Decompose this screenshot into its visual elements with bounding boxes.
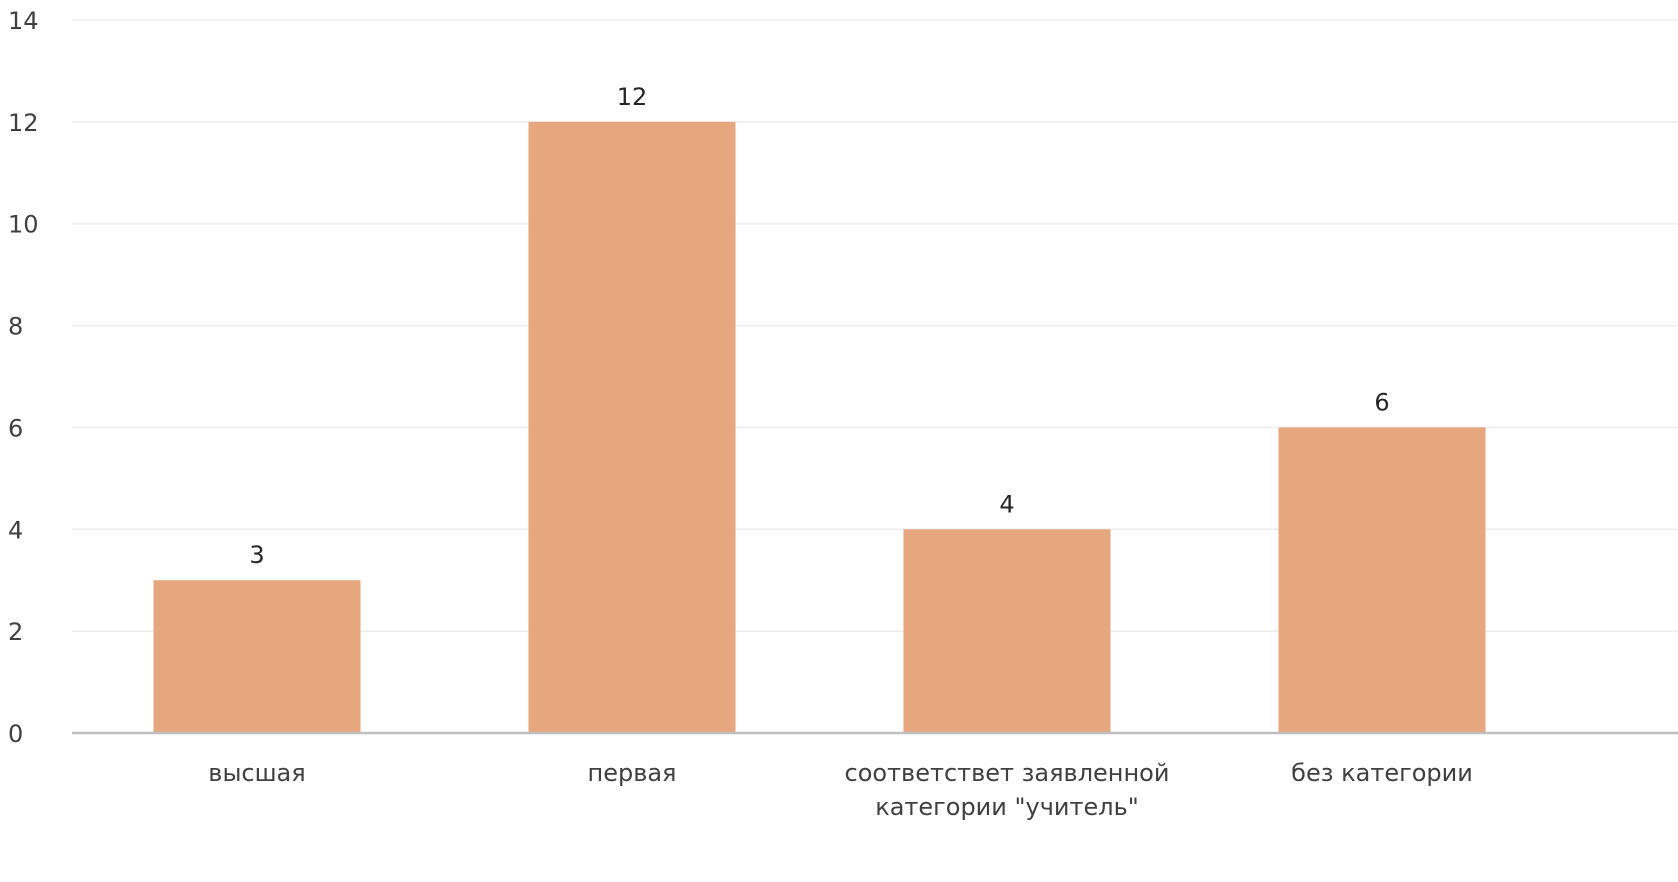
data-labels: 3 12 4 6 [249,83,1389,569]
y-tick-label: 6 [8,414,23,442]
y-tick-label: 10 [8,211,39,239]
bar [903,529,1111,733]
y-tick-label: 2 [8,618,23,646]
y-tick-label: 8 [8,313,23,341]
data-label: 6 [1374,388,1389,416]
y-tick-label: 12 [8,109,39,137]
x-category-label: без категории [1291,759,1473,787]
gridlines [72,19,1678,632]
y-tick-label: 0 [8,720,23,748]
x-category-label: высшая [208,759,305,787]
bar [528,121,736,734]
data-label: 12 [617,83,648,111]
x-category-label: соответствет заявленной [845,759,1170,787]
data-label: 4 [999,490,1014,518]
bars [153,121,1486,734]
y-tick-label: 14 [8,7,39,35]
y-axis-ticks: 0 2 4 6 8 10 12 14 [8,7,39,748]
category-labels: высшая первая соответствет заявленной катег… [208,759,1473,821]
x-category-label: первая [588,759,677,787]
y-tick-label: 4 [8,516,23,544]
bar [153,580,361,733]
data-label: 3 [249,541,264,569]
bar [1278,427,1486,733]
x-category-label: категории "учитель" [875,793,1139,821]
